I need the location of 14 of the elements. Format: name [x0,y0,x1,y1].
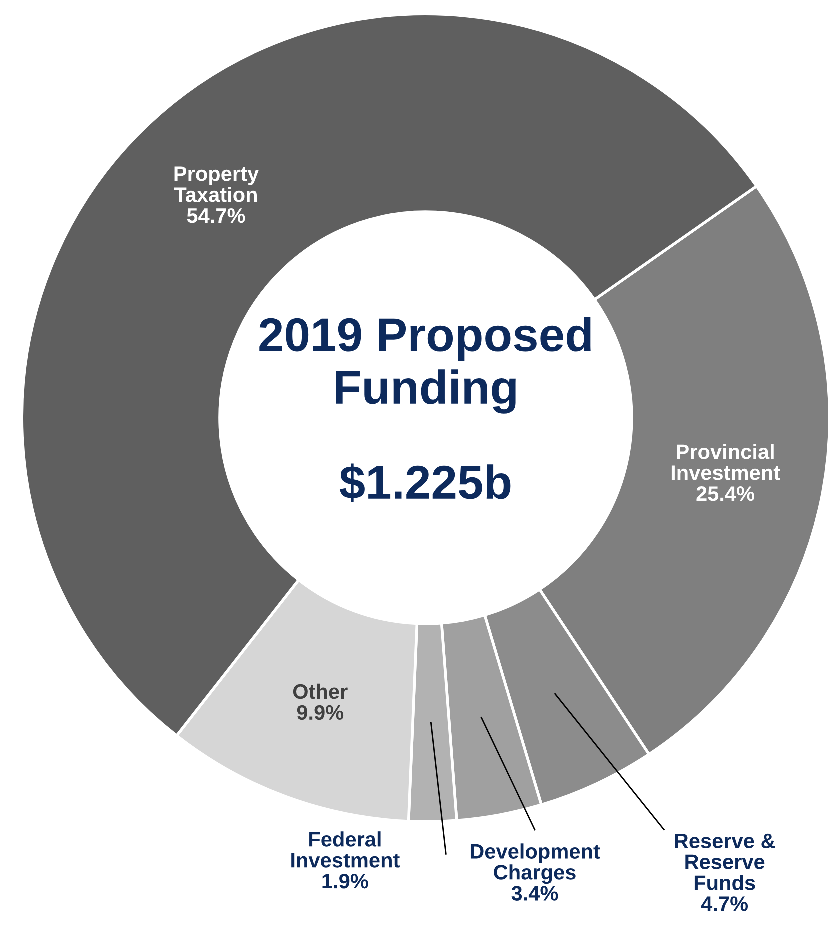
slice-label: Other [293,684,348,700]
data-label: 9.9% [297,705,344,720]
text: $1.225b [340,464,511,502]
slice-label: Provincial Investment [672,444,780,480]
slice-label: Development Charges [470,844,600,884]
data-label: 3.4% [512,886,558,901]
data-label: 4.7% [701,896,748,912]
data-label: 25.4% [696,486,755,502]
slice-label: Reserve & Reserve Funds [675,834,776,890]
slice-label: Property Taxation [174,166,259,202]
slice-label: Federal Investment [292,832,400,868]
text: 2019 Proposed Funding [260,317,591,414]
data-label: 54.7% [187,208,246,224]
data-label: 1.9% [322,874,368,889]
